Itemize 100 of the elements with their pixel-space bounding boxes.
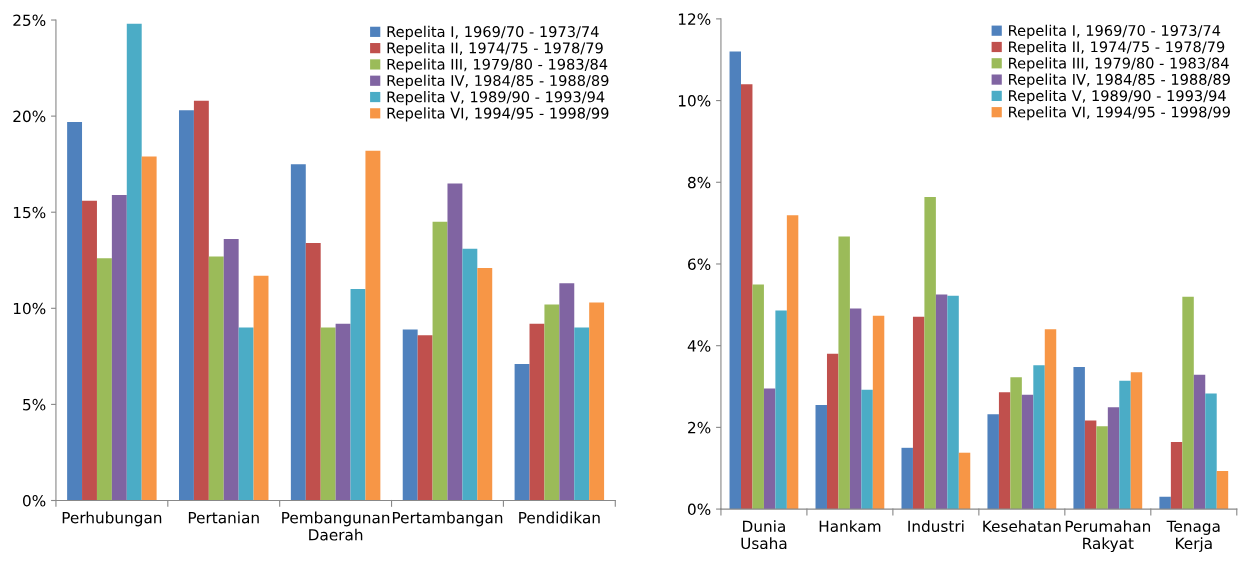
y-tick-label: 5% [23, 398, 46, 411]
bar [1159, 496, 1171, 510]
bar [763, 388, 776, 510]
bar [253, 275, 269, 501]
bar [559, 283, 575, 501]
x-tick-label: Dunia Usaha [741, 520, 787, 550]
legend-label: Repelita VI, 1994/95 - 1998/99 [1009, 106, 1230, 121]
bar [477, 267, 493, 501]
x-tick-label: Pendidikan [519, 511, 600, 524]
bar [1182, 296, 1194, 510]
y-tick-label: 0% [22, 494, 46, 507]
bar [1119, 380, 1131, 510]
bar [432, 221, 448, 501]
bar [126, 23, 142, 501]
bar [861, 389, 873, 510]
bar [958, 452, 971, 510]
bar [208, 256, 224, 501]
x-tick-label: Industri [908, 520, 964, 533]
x-tick-label: Pertanian [188, 511, 259, 524]
bar [111, 194, 127, 501]
bar [320, 327, 336, 501]
bar [335, 323, 351, 501]
bar [238, 327, 254, 501]
y-tick-label: 15% [13, 206, 46, 219]
bar [1130, 372, 1143, 510]
bar [223, 239, 239, 501]
bar [1107, 407, 1120, 510]
bar [529, 323, 545, 501]
legend-label: Repelita V, 1989/90 - 1993/94 [1009, 89, 1226, 105]
bar [924, 196, 936, 510]
bar [544, 304, 560, 501]
bar [417, 335, 433, 501]
bar [82, 200, 97, 501]
bar [1010, 377, 1022, 510]
bar [826, 353, 839, 510]
bar [1096, 426, 1108, 510]
bar [141, 156, 157, 501]
bar [1216, 471, 1229, 510]
y-tick-label: 6% [688, 258, 711, 270]
bar [849, 308, 862, 510]
bar [1073, 366, 1085, 510]
bar [365, 150, 381, 501]
legend-label: Repelita IV, 1984/85 - 1988/89 [387, 74, 609, 89]
bar [1021, 394, 1034, 510]
bar [752, 284, 764, 510]
y-tick-label: 10% [678, 95, 711, 107]
legend-label: Repelita II, 1974/75 - 1978/79 [1009, 41, 1225, 56]
bar [589, 302, 605, 501]
bar [96, 258, 112, 501]
x-tick-label: Pembangunan Daerah [282, 511, 390, 541]
bar [741, 84, 753, 510]
bar [901, 447, 913, 510]
x-tick-label: Hankam [819, 520, 881, 533]
bar [1044, 329, 1057, 510]
bar [1084, 420, 1097, 510]
bar [815, 404, 827, 510]
bar [290, 164, 306, 501]
bar [462, 248, 478, 501]
y-tick-label: 4% [687, 340, 711, 352]
bar [1170, 442, 1183, 510]
legend-label: Repelita II, 1974/75 - 1978/79 [387, 42, 603, 57]
bar [838, 236, 850, 510]
x-tick-label: Tenaga Kerja [1166, 520, 1220, 553]
bar [775, 310, 787, 510]
x-tick-label: Pertambangan [392, 511, 503, 527]
bar [786, 215, 799, 510]
bar [947, 295, 959, 510]
y-tick-label: 25% [13, 14, 46, 27]
legend-label: Repelita IV, 1984/85 - 1988/89 [1009, 73, 1230, 88]
x-tick-label: Perhubungan [62, 511, 162, 527]
bar [447, 183, 463, 501]
x-tick-label: Kesehatan [983, 520, 1061, 533]
legend-label: Repelita I, 1969/70 - 1973/74 [387, 25, 599, 40]
bar [1193, 374, 1206, 510]
y-tick-label: 0% [687, 503, 711, 516]
legend-label: Repelita III, 1979/80 - 1983/84 [1009, 57, 1229, 72]
bar [305, 242, 321, 501]
bar [514, 364, 530, 501]
bar [998, 392, 1011, 510]
bar [350, 289, 366, 501]
y-tick-label: 20% [13, 110, 46, 123]
legend-label: Repelita V, 1989/90 - 1993/94 [387, 91, 605, 106]
bar [178, 110, 194, 501]
y-tick-label: 12% [678, 13, 711, 25]
bar [193, 100, 209, 501]
bar [574, 327, 590, 501]
y-tick-label: 10% [13, 302, 46, 315]
bar [402, 329, 418, 501]
y-tick-label: 2% [688, 421, 711, 434]
legend-label: Repelita I, 1969/70 - 1973/74 [1009, 24, 1221, 39]
bar [1205, 393, 1217, 510]
bar [1033, 365, 1045, 510]
bar [729, 51, 741, 510]
y-tick-label: 8% [688, 176, 711, 189]
bar [987, 414, 999, 510]
bar [872, 315, 885, 510]
legend-label: Repelita III, 1979/80 - 1983/84 [387, 58, 608, 73]
legend-label: Repelita VI, 1994/95 - 1998/99 [387, 107, 609, 122]
bar [67, 121, 83, 501]
x-tick-label: Perumahan Rakyat [1065, 520, 1151, 553]
